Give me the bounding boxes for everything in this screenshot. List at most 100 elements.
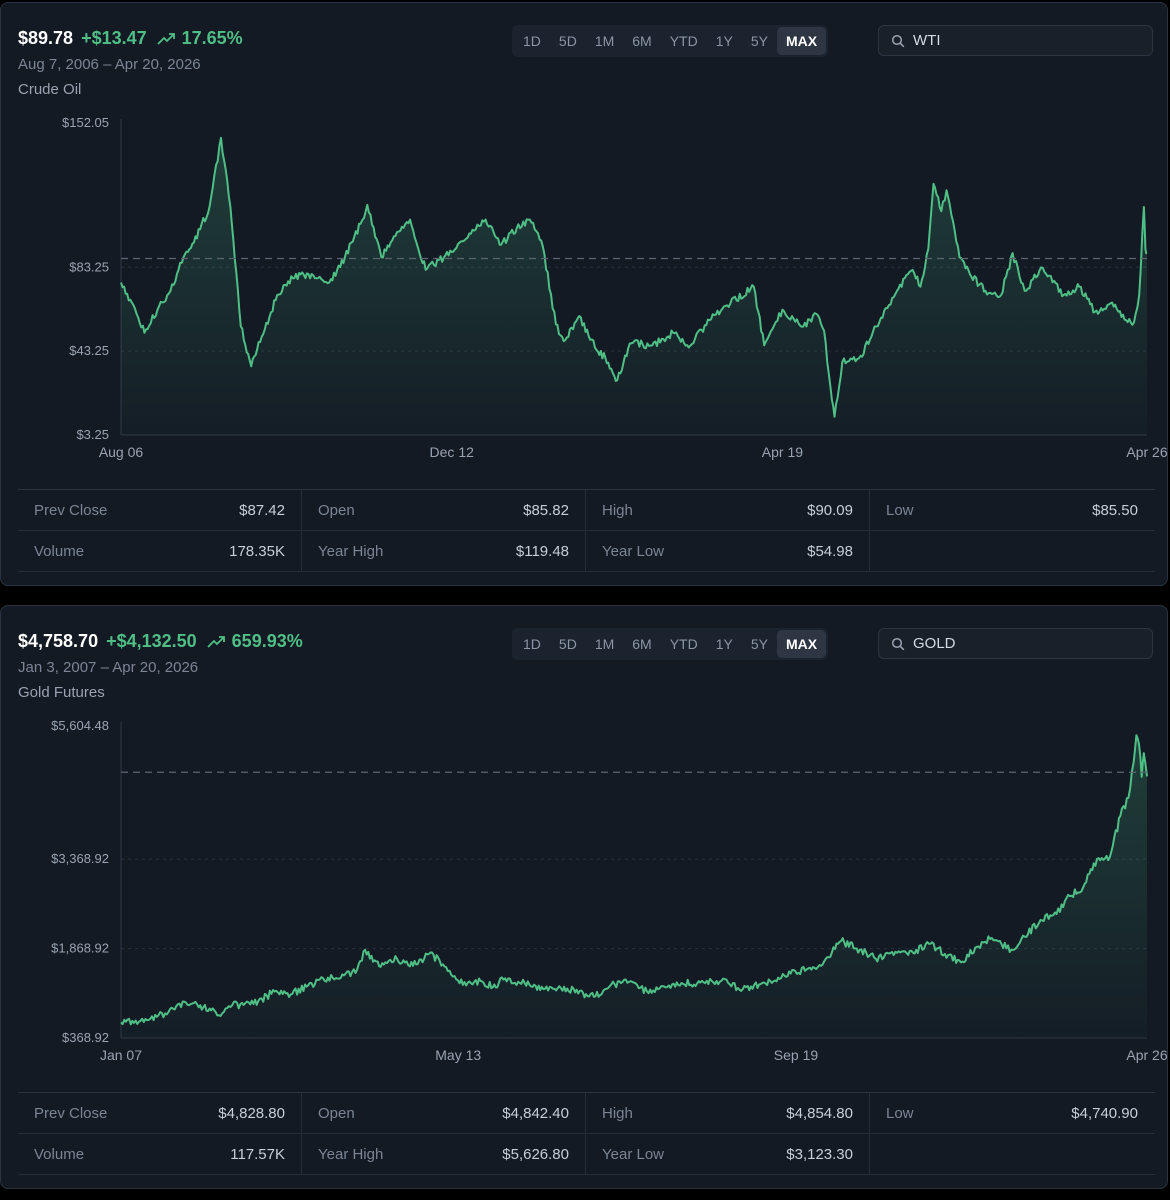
period-button-1y[interactable]: 1Y (715, 636, 733, 652)
data-point (592, 995, 595, 998)
data-point (481, 980, 484, 983)
data-point (1132, 761, 1135, 764)
symbol-search[interactable] (878, 628, 1153, 659)
period-button-max[interactable]: MAX (776, 630, 827, 658)
stat-label: Low (886, 501, 914, 519)
data-point (940, 210, 943, 213)
stat-prev-close: Prev Close $4,828.80 (18, 1093, 302, 1133)
data-point (874, 957, 877, 960)
period-selector: 1D 5D 1M 6M YTD 1Y 5Y MAX (512, 628, 829, 660)
data-point (875, 325, 878, 328)
stat-label: Prev Close (34, 1104, 108, 1122)
data-point (1023, 289, 1026, 292)
stat-value: $90.09 (807, 501, 853, 519)
data-point (328, 281, 331, 284)
data-point (687, 346, 690, 349)
x-tick-label: May 13 (435, 1047, 481, 1063)
data-point (231, 1004, 234, 1007)
data-point (1000, 294, 1003, 297)
change-percent: 659.93% (231, 631, 303, 651)
data-point (289, 993, 292, 996)
stat-value: $4,842.40 (502, 1104, 569, 1122)
stat-label: Volume (34, 1145, 85, 1163)
period-button-1d[interactable]: 1D (523, 33, 541, 49)
data-point (841, 361, 844, 364)
data-point (276, 294, 279, 297)
period-button-5d[interactable]: 5D (558, 33, 577, 49)
data-point (382, 963, 385, 966)
data-point (802, 325, 805, 328)
data-point (781, 308, 784, 311)
period-button-5d[interactable]: 5D (558, 636, 577, 652)
period-button-5y[interactable]: 5Y (750, 33, 768, 49)
stat-value: $3,123.30 (786, 1145, 853, 1163)
data-point (1055, 913, 1058, 916)
stat-low: Low $4,740.90 (870, 1093, 1154, 1133)
date-range: Jan 3, 2007 – Apr 20, 2026 (18, 659, 199, 676)
data-point (217, 1014, 220, 1017)
data-point (396, 231, 399, 234)
period-button-6m[interactable]: 6M (632, 33, 652, 49)
data-point (305, 985, 308, 988)
period-button-1m[interactable]: 1M (594, 636, 615, 652)
data-point (1068, 895, 1071, 898)
data-point (911, 268, 914, 271)
data-point (763, 344, 766, 347)
data-point (273, 990, 276, 993)
stats-row: Volume 117.57K Year High $5,626.80 Year Lo… (18, 1134, 1155, 1175)
data-point (763, 981, 766, 984)
period-button-5y[interactable]: 5Y (750, 636, 768, 652)
period-button-ytd[interactable]: YTD (669, 33, 698, 49)
period-button-max[interactable]: MAX (776, 27, 827, 55)
symbol-search[interactable] (878, 25, 1153, 56)
stats-row: Volume 178.35K Year High $119.48 Year Low $… (18, 531, 1155, 572)
y-tick-label: $43.25 (69, 343, 109, 358)
data-point (1133, 321, 1136, 324)
search-input[interactable] (911, 31, 1135, 50)
data-point (120, 1021, 123, 1024)
price-chart: $152.05 $83.25 $43.25 $3.25 Aug 06 Dec 12 Apr … (62, 115, 1167, 460)
period-button-ytd[interactable]: YTD (669, 636, 698, 652)
price-area (121, 137, 1147, 436)
data-point (896, 951, 899, 954)
stat-value: $87.42 (239, 501, 285, 519)
y-tick-label: $1,868.92 (51, 941, 109, 956)
data-point (359, 222, 362, 225)
y-tick-label: $368.92 (62, 1030, 109, 1045)
stat-year-high: Year High $119.48 (302, 531, 586, 571)
stat-volume: Volume 178.35K (18, 531, 302, 571)
data-point (752, 285, 755, 288)
data-point (167, 1011, 170, 1014)
data-point (1142, 206, 1145, 209)
data-point (1127, 796, 1130, 799)
change-percent: 17.65% (181, 28, 243, 48)
data-point (250, 365, 253, 368)
data-point (614, 380, 617, 383)
data-point (409, 218, 412, 221)
period-button-6m[interactable]: 6M (632, 636, 652, 652)
search-input[interactable] (911, 634, 1135, 653)
data-point (156, 308, 159, 311)
data-point (1140, 775, 1143, 778)
stat-label: Volume (34, 542, 85, 560)
data-point (562, 340, 565, 343)
period-button-1m[interactable]: 1M (594, 33, 615, 49)
data-point (720, 979, 723, 982)
stats-row: Prev Close $4,828.80 Open $4,842.40 High $4… (18, 1093, 1155, 1134)
period-button-1d[interactable]: 1D (523, 636, 541, 652)
data-point (1109, 302, 1112, 305)
data-point (451, 975, 454, 978)
data-point (989, 938, 992, 941)
stat-label: Low (886, 1104, 914, 1122)
price-change: +$4,132.50 (106, 631, 197, 651)
data-point (651, 344, 654, 347)
data-point (958, 256, 961, 259)
data-point (1146, 252, 1149, 255)
data-point (500, 243, 503, 246)
date-range: Aug 7, 2006 – Apr 20, 2026 (18, 56, 201, 73)
y-tick-label: $3.25 (76, 427, 109, 442)
data-point (1078, 285, 1081, 288)
period-button-1y[interactable]: 1Y (715, 33, 733, 49)
data-point (143, 331, 146, 334)
stats-table: Prev Close $4,828.80 Open $4,842.40 High $4… (18, 1092, 1155, 1175)
